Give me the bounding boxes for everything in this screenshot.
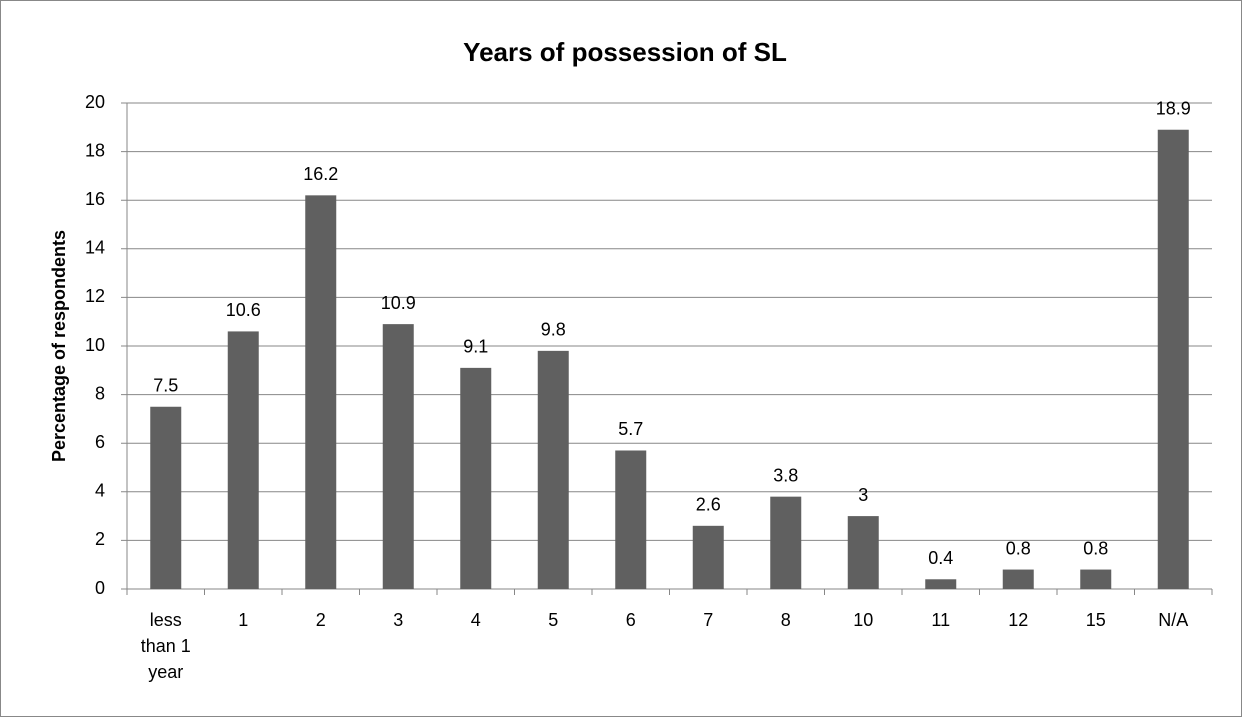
bar bbox=[615, 450, 647, 589]
data-label: 0.4 bbox=[928, 548, 953, 568]
x-tick-label: less than 1 year bbox=[140, 610, 191, 682]
x-tick-label: N/A bbox=[1158, 610, 1189, 630]
data-label: 0.8 bbox=[1006, 538, 1031, 558]
data-label: 7.5 bbox=[153, 376, 178, 396]
bar bbox=[227, 331, 259, 589]
bar bbox=[1157, 129, 1189, 590]
chart-title: Years of possession of SL bbox=[463, 37, 787, 67]
data-label: 3 bbox=[858, 485, 868, 505]
y-tick-label: 8 bbox=[95, 383, 105, 403]
bar bbox=[150, 406, 182, 589]
x-tick-label: 7 bbox=[703, 610, 714, 630]
data-label: 9.1 bbox=[463, 337, 488, 357]
y-axis-label: Percentage of respondents bbox=[49, 230, 69, 462]
y-tick-label: 4 bbox=[95, 481, 105, 501]
x-tick-label: 6 bbox=[625, 610, 636, 630]
data-label: 0.8 bbox=[1083, 538, 1108, 558]
y-tick-label: 18 bbox=[85, 140, 105, 160]
x-tick-label: 5 bbox=[548, 610, 559, 630]
data-label: 3.8 bbox=[773, 465, 798, 485]
bar bbox=[305, 195, 337, 589]
x-tick-label: 3 bbox=[393, 610, 404, 630]
data-label: 9.8 bbox=[541, 320, 566, 340]
y-tick-label: 16 bbox=[85, 189, 105, 209]
data-label: 10.6 bbox=[226, 300, 261, 320]
data-label: 5.7 bbox=[618, 419, 643, 439]
x-tick-label: 2 bbox=[315, 610, 326, 630]
y-tick-label: 6 bbox=[95, 432, 105, 452]
x-tick-label: 8 bbox=[780, 610, 791, 630]
x-tick-label: 11 bbox=[931, 610, 951, 630]
x-tick-label: 4 bbox=[470, 610, 481, 630]
y-tick-label: 0 bbox=[95, 578, 105, 598]
bar bbox=[925, 579, 957, 589]
x-tick-label: 1 bbox=[238, 610, 249, 630]
bar bbox=[770, 496, 802, 589]
x-tick-label: 15 bbox=[1085, 610, 1106, 630]
x-tick-label: 12 bbox=[1008, 610, 1029, 630]
data-label: 10.9 bbox=[381, 293, 416, 313]
bar bbox=[692, 525, 724, 589]
y-tick-label: 14 bbox=[85, 238, 105, 258]
y-tick-label: 20 bbox=[85, 92, 105, 112]
data-label: 2.6 bbox=[696, 495, 721, 515]
bar bbox=[537, 350, 569, 589]
data-label: 18.9 bbox=[1156, 98, 1191, 118]
bar bbox=[1080, 569, 1112, 589]
y-tick-label: 12 bbox=[85, 286, 105, 306]
y-tick-label: 2 bbox=[95, 529, 105, 549]
bar bbox=[382, 324, 414, 589]
bar bbox=[460, 367, 492, 589]
x-tick-label: 10 bbox=[853, 610, 874, 630]
y-tick-label: 10 bbox=[85, 335, 105, 355]
bar bbox=[847, 516, 879, 589]
data-label: 16.2 bbox=[303, 164, 338, 184]
bar bbox=[1002, 569, 1034, 589]
